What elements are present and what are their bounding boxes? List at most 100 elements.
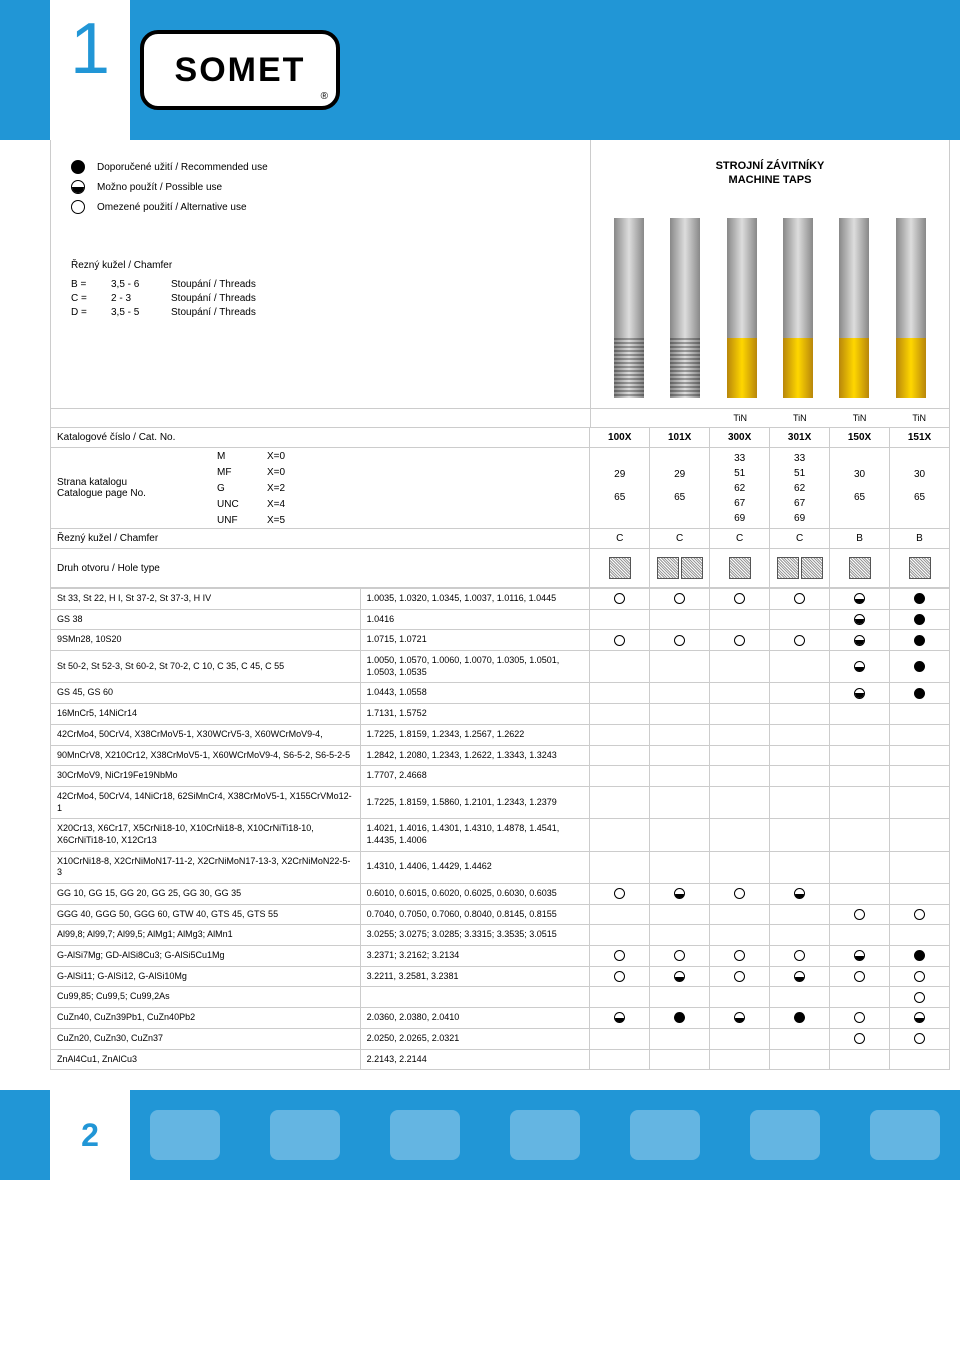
symbol-full-icon <box>674 1012 685 1023</box>
legend-alternative: Omezené použití / Alternative use <box>71 200 580 214</box>
material-row: GS 45, GS 601.0443, 1.0558 <box>51 683 950 704</box>
symbol-half-icon <box>854 635 865 646</box>
catalog-label: Katalogové číslo / Cat. No. <box>51 428 590 448</box>
knife-icon <box>630 1110 700 1160</box>
chamfer-title: Řezný kužel / Chamfer <box>71 260 580 271</box>
symbol-empty-icon <box>914 1033 925 1044</box>
legend-recommended: Doporučené užití / Recommended use <box>71 160 580 174</box>
material-row: X10CrNi18-8, X2CrNiMoN17-11-2, X2CrNiMoN… <box>51 851 950 883</box>
material-row: 42CrMo4, 50CrV4, 14NiCr18, 62SiMnCr4, X3… <box>51 786 950 818</box>
hole-type-row: Druh otvoru / Hole type <box>51 549 950 588</box>
thread-block-row: Strana kataloguCatalogue page No.MX=0MFX… <box>51 448 950 529</box>
symbol-half-icon <box>71 180 85 194</box>
tap-set-icon <box>150 1110 220 1160</box>
hole-blind-icon <box>849 557 871 579</box>
symbol-empty-icon <box>854 1033 865 1044</box>
symbol-full-icon <box>914 614 925 625</box>
tap-icon <box>670 218 700 398</box>
hole-through-icon <box>657 557 679 579</box>
material-row: GGG 40, GGG 50, GGG 60, GTW 40, GTS 45, … <box>51 904 950 925</box>
symbol-half-icon <box>674 888 685 899</box>
legend-possible: Možno použít / Possible use <box>71 180 580 194</box>
symbol-empty-icon <box>914 971 925 982</box>
page-number-box: 2 <box>50 1090 130 1180</box>
symbol-empty-icon <box>914 992 925 1003</box>
symbol-empty-icon <box>794 950 805 961</box>
material-row: Cu99,85; Cu99,5; Cu99,2As <box>51 987 950 1008</box>
catalog-table: Katalogové číslo / Cat. No. 100X 101X 30… <box>50 427 950 588</box>
tap-gold-icon <box>783 218 813 398</box>
torch-icon <box>750 1110 820 1160</box>
legend-column: Doporučené užití / Recommended use Možno… <box>51 140 591 408</box>
material-row: X20Cr13, X6Cr17, X5CrNi18-10, X10CrNi18-… <box>51 819 950 851</box>
chapter-number: 1 <box>70 8 110 90</box>
symbol-empty-icon <box>614 888 625 899</box>
symbol-empty-icon <box>734 635 745 646</box>
symbol-empty-icon <box>794 593 805 604</box>
tap-gold-icon <box>896 218 926 398</box>
tap-wrench-icon <box>510 1110 580 1160</box>
symbol-empty-icon <box>674 593 685 604</box>
tap-images <box>591 208 949 408</box>
catalog-header-row: Katalogové číslo / Cat. No. 100X 101X 30… <box>51 428 950 448</box>
gauge-icon <box>870 1110 940 1160</box>
symbol-empty-icon <box>734 888 745 899</box>
symbol-empty-icon <box>734 593 745 604</box>
hole-blind-icon <box>681 557 703 579</box>
tap-gold-icon <box>727 218 757 398</box>
material-row: 16MnCr5, 14NiCr141.7131, 1.5752 <box>51 704 950 725</box>
chamfer-row: D =3,5 - 5Stoupání / Threads <box>71 307 580 318</box>
material-row: St 50-2, St 52-3, St 60-2, St 70-2, C 10… <box>51 651 950 683</box>
tap-icon <box>614 218 644 398</box>
material-row: G-AlSi7Mg; GD-AlSi8Cu3; G-AlSi5Cu1Mg3.23… <box>51 946 950 967</box>
symbol-half-icon <box>854 688 865 699</box>
brand-logo: SOMET ® <box>140 30 340 110</box>
material-row: G-AlSi11; G-AlSi12, G-AlSi10Mg3.2211, 3.… <box>51 966 950 987</box>
header-area: Doporučené užití / Recommended use Možno… <box>50 140 950 409</box>
symbol-empty-icon <box>854 971 865 982</box>
symbol-empty-icon <box>674 950 685 961</box>
material-row: 30CrMoV9, NiCr19Fe19NbMo1.7707, 2.4668 <box>51 766 950 787</box>
hole-through-icon <box>777 557 799 579</box>
material-row: 9SMn28, 10S201.0715, 1.0721 <box>51 630 950 651</box>
chamfer-row: B =3,5 - 6Stoupání / Threads <box>71 279 580 290</box>
top-bar: 1 SOMET ® <box>0 0 960 140</box>
symbol-full-icon <box>914 950 925 961</box>
symbol-empty-icon <box>854 1012 865 1023</box>
chamfer-code-row: Řezný kužel / Chamfer C C C C B B <box>51 529 950 549</box>
symbol-empty-icon <box>734 971 745 982</box>
symbol-half-icon <box>854 593 865 604</box>
die-stock-icon <box>390 1110 460 1160</box>
hole-blind-icon <box>801 557 823 579</box>
symbol-half-icon <box>854 661 865 672</box>
symbol-half-icon <box>734 1012 745 1023</box>
material-row: CuZn20, CuZn30, CuZn372.0250, 2.0265, 2.… <box>51 1028 950 1049</box>
symbol-empty-icon <box>674 635 685 646</box>
symbol-half-icon <box>854 614 865 625</box>
hole-through-icon <box>729 557 751 579</box>
material-row: 90MnCrV8, X210Cr12, X38CrMoV5-1, X60WCrM… <box>51 745 950 766</box>
material-row: St 33, St 22, H I, St 37-2, St 37-3, H I… <box>51 589 950 610</box>
symbol-full-icon <box>914 593 925 604</box>
material-row: GG 10, GG 15, GG 20, GG 25, GG 30, GG 35… <box>51 884 950 905</box>
symbol-empty-icon <box>854 909 865 920</box>
chapter-tab: 1 <box>50 0 130 140</box>
page-number: 2 <box>81 1117 99 1154</box>
symbol-empty-icon <box>914 909 925 920</box>
die-icon <box>270 1110 340 1160</box>
registered-mark: ® <box>321 91 328 102</box>
material-row: ZnAl4Cu1, ZnAlCu32.2143, 2.2144 <box>51 1049 950 1070</box>
symbol-empty-icon <box>794 635 805 646</box>
symbol-empty-icon <box>614 971 625 982</box>
symbol-full-icon <box>794 1012 805 1023</box>
symbol-empty-icon <box>71 200 85 214</box>
symbol-half-icon <box>614 1012 625 1023</box>
symbol-half-icon <box>794 888 805 899</box>
material-row: 42CrMo4, 50CrV4, X38CrMoV5-1, X30WCrV5-3… <box>51 724 950 745</box>
tap-gold-icon <box>839 218 869 398</box>
symbol-empty-icon <box>734 950 745 961</box>
hole-blind-icon <box>909 557 931 579</box>
symbol-full-icon <box>914 688 925 699</box>
symbol-half-icon <box>854 950 865 961</box>
symbol-full-icon <box>71 160 85 174</box>
